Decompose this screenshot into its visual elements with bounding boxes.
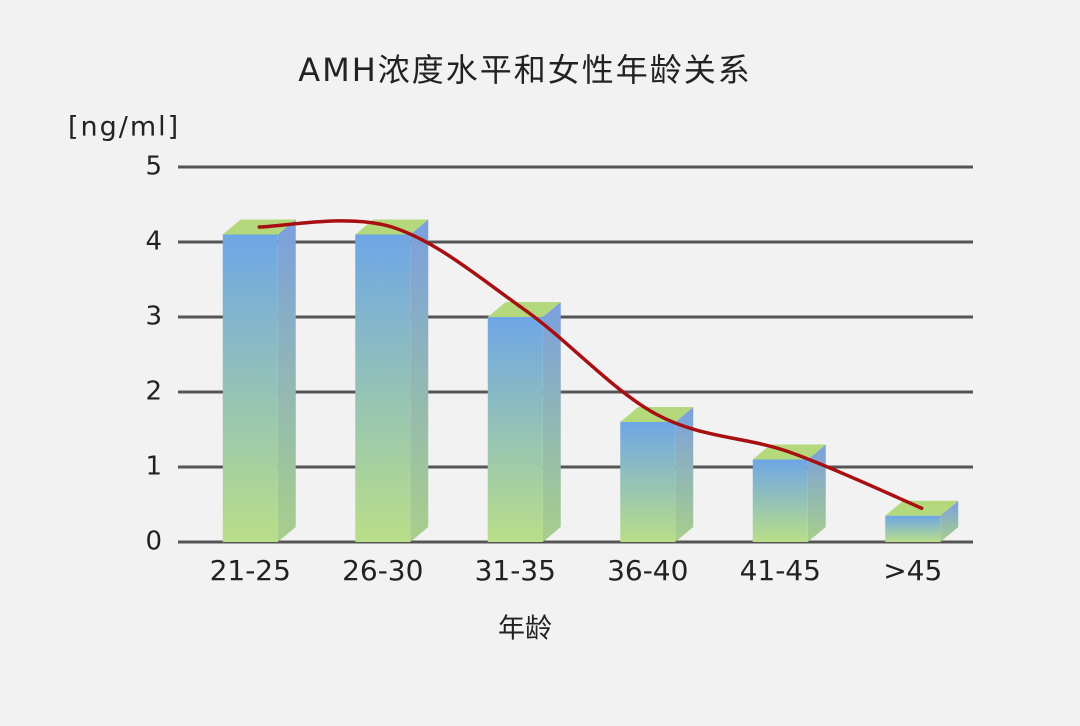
y-tick-label: 5 [145, 152, 162, 182]
bar [222, 234, 278, 542]
y-unit: [ng/ml] [68, 112, 180, 143]
y-tick-label: 3 [145, 302, 162, 332]
bar-side [277, 219, 296, 542]
x-tick-label: >45 [883, 554, 942, 587]
x-axis-label: 年龄 [498, 614, 552, 645]
x-tick-label: 41-45 [740, 554, 821, 587]
x-tick-label: 26-30 [342, 554, 423, 587]
y-tick-label: 0 [145, 527, 162, 557]
x-tick-label: 31-35 [475, 554, 556, 587]
x-tick-label: 36-40 [607, 554, 688, 587]
bar-side [675, 407, 694, 542]
bar-side [542, 302, 561, 542]
y-tick-label: 2 [145, 377, 162, 407]
bar-side [410, 219, 429, 542]
trend-line [257, 219, 924, 510]
bar [487, 317, 543, 542]
chart-title: AMH浓度水平和女性年龄关系 [298, 51, 752, 89]
bar-side [940, 500, 959, 542]
y-tick-label: 1 [145, 452, 162, 482]
x-tick-label: 21-25 [210, 554, 291, 587]
y-tick-label: 4 [145, 227, 162, 257]
bar [885, 515, 941, 542]
bar [752, 459, 808, 542]
bar-side [807, 444, 826, 542]
bar [355, 234, 411, 542]
bar [620, 422, 676, 542]
